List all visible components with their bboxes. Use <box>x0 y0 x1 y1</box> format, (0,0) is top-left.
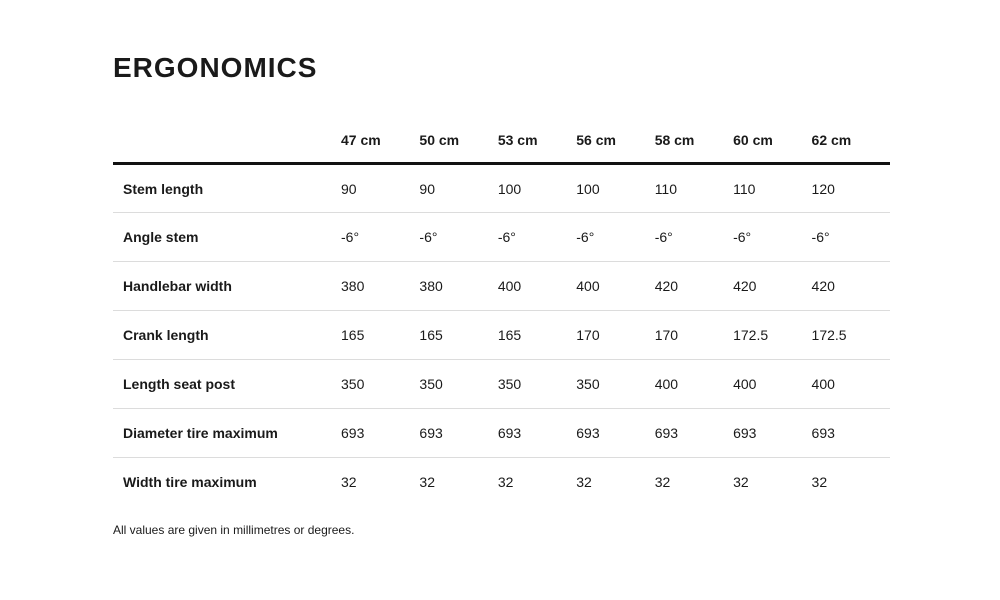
cell-value: 170 <box>654 327 679 343</box>
cell-value: 165 <box>419 327 443 343</box>
cell-value: 120 <box>811 180 835 197</box>
table-body: Stem length 90 90 100 100 110 110 120 Angle stem… <box>113 164 890 507</box>
cell-value: 32 <box>341 474 357 491</box>
cell-value: -6° <box>341 229 360 245</box>
cell-value: 100 <box>576 180 600 197</box>
cell-value: 32 <box>811 474 828 491</box>
cell-value: 400 <box>733 376 757 392</box>
table-row: Crank length 165 165 165 170 170 172.5 172.5 <box>113 311 890 360</box>
cell-value: 170 <box>576 327 600 343</box>
cell-value: 693 <box>341 425 365 441</box>
table-row: Diameter tire maximum 693 693 693 693 693 693 6… <box>113 409 890 458</box>
table-row: Angle stem -6° -6° -6° -6° -6° -6° -6° <box>113 213 890 262</box>
cell-value: -6° <box>733 229 752 245</box>
cell-value: -6° <box>497 229 516 245</box>
cell-value: 110 <box>654 180 678 197</box>
row-label: Handlebar width <box>123 278 232 294</box>
cell-value: 172.5 <box>811 327 847 343</box>
cell-value: -6° <box>811 229 830 245</box>
cell-value: -6° <box>419 229 438 245</box>
table-row: Handlebar width 380 380 400 400 420 420 420 <box>113 262 890 311</box>
cell-value: 380 <box>341 278 365 294</box>
page-content: ERGONOMICS 47 cm 50 cm 53 cm 56 cm 58 cm 60 c… <box>113 52 890 537</box>
cell-value: 165 <box>497 327 522 343</box>
cell-value: 693 <box>811 425 835 441</box>
ergonomics-table: 47 cm 50 cm 53 cm 56 cm 58 cm 60 cm 62 cm Stem… <box>113 132 890 507</box>
cell-value: 165 <box>341 327 365 343</box>
cell-value: 693 <box>733 425 757 441</box>
row-label: Length seat post <box>123 376 236 392</box>
cell-value: 110 <box>733 180 756 197</box>
cell-value: 172.5 <box>733 327 769 343</box>
cell-value: 32 <box>497 474 514 491</box>
row-label: Width tire maximum <box>123 474 257 491</box>
cell-value: 100 <box>497 180 522 197</box>
header-label-spacer <box>113 132 341 165</box>
footnote: All values are given in millimetres or d… <box>113 522 355 537</box>
table-header: 47 cm 50 cm 53 cm 56 cm 58 cm 60 cm 62 cm <box>113 132 890 165</box>
cell-value: 693 <box>576 425 600 441</box>
row-label: Angle stem <box>123 229 199 245</box>
cell-value: 420 <box>811 278 835 294</box>
column-header: 58 cm <box>654 132 734 165</box>
cell-value: 350 <box>419 376 443 392</box>
cell-value: 350 <box>341 376 365 392</box>
row-label: Crank length <box>123 327 209 343</box>
column-header: 53 cm <box>497 132 577 165</box>
cell-value: 693 <box>654 425 679 441</box>
cell-value: 32 <box>654 474 671 491</box>
table-row: Stem length 90 90 100 100 110 110 120 <box>113 164 890 213</box>
cell-value: 400 <box>497 278 522 294</box>
cell-value: 400 <box>654 376 679 392</box>
column-header: 62 cm <box>811 132 890 165</box>
cell-value: 400 <box>576 278 600 294</box>
cell-value: 32 <box>419 474 435 491</box>
cell-value: 420 <box>654 278 679 294</box>
cell-value: 32 <box>733 474 749 491</box>
cell-value: 350 <box>576 376 600 392</box>
row-label: Stem length <box>123 180 204 197</box>
cell-value: -6° <box>576 229 595 245</box>
table-row: Length seat post 350 350 350 350 400 400 400 <box>113 360 890 409</box>
cell-value: 693 <box>419 425 443 441</box>
column-header: 56 cm <box>576 132 655 165</box>
table-row: Width tire maximum 32 32 32 32 32 32 32 <box>113 458 890 507</box>
cell-value: 380 <box>419 278 443 294</box>
header-row: 47 cm 50 cm 53 cm 56 cm 58 cm 60 cm 62 cm <box>113 132 890 165</box>
column-header: 50 cm <box>419 132 498 165</box>
cell-value: -6° <box>654 229 673 245</box>
cell-value: 32 <box>576 474 592 491</box>
cell-value: 400 <box>811 376 835 392</box>
column-header: 47 cm <box>341 132 420 165</box>
cell-value: 693 <box>497 425 522 441</box>
column-header: 60 cm <box>733 132 812 165</box>
cell-value: 350 <box>497 376 522 392</box>
page-title: ERGONOMICS <box>113 52 318 83</box>
row-label: Diameter tire maximum <box>123 425 278 441</box>
cell-value: 90 <box>419 180 435 197</box>
cell-value: 420 <box>733 278 757 294</box>
cell-value: 90 <box>341 180 357 197</box>
